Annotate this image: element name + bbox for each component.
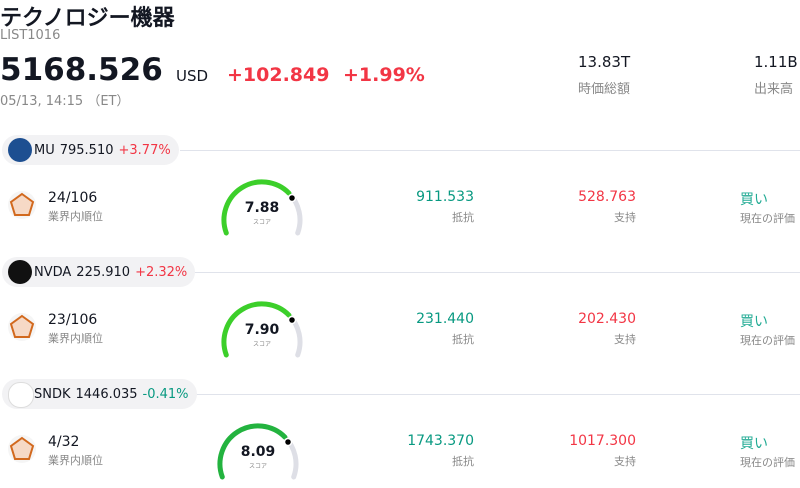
support: 1017.300 (569, 433, 636, 449)
score-label: スコア (248, 463, 267, 470)
price: 795.510 (59, 142, 114, 158)
rating-label: 現在の評価 (740, 212, 795, 225)
score-gauge (221, 179, 303, 236)
title: テクノロジー機器 (0, 6, 175, 31)
rating: 買い (740, 192, 768, 208)
support: 202.430 (578, 311, 636, 327)
resistance-label: 抵抗 (452, 333, 474, 346)
rank-label: 業界内順位 (48, 454, 103, 467)
divider (180, 394, 800, 395)
score: 7.90 (244, 322, 280, 338)
ticker: MU (34, 142, 55, 158)
logo (8, 138, 32, 162)
support-label: 支持 (614, 455, 636, 468)
rank-label: 業界内順位 (48, 210, 103, 223)
price: 1446.035 (75, 386, 138, 402)
time: 05/13, 14:15 （ET） (0, 94, 130, 109)
stock-pill[interactable]: MU 795.510 +3.77% (2, 135, 179, 165)
resistance: 911.533 (416, 189, 474, 205)
price: 5168.526 (0, 52, 163, 88)
rank-icon (8, 191, 36, 219)
change: +3.77% (118, 142, 171, 158)
score-gauge (221, 301, 303, 358)
logo (8, 382, 34, 408)
resistance: 231.440 (416, 311, 474, 327)
stat-value: 13.83T (578, 53, 631, 71)
score: 8.09 (240, 444, 276, 460)
stock-pill[interactable]: SNDK 1446.035 -0.41% (2, 379, 197, 409)
rank-icon (8, 435, 36, 463)
rating: 買い (740, 436, 768, 452)
rating-label: 現在の評価 (740, 456, 795, 469)
stock-pill[interactable]: NVDA 225.910 +2.32% (2, 257, 196, 287)
rank: 24/106 (48, 190, 98, 206)
stat-label: 出来高 (754, 82, 794, 97)
code: LIST1016 (0, 28, 61, 43)
rank-label: 業界内順位 (48, 332, 103, 345)
stat-value: 1.11B (754, 53, 798, 71)
support-label: 支持 (614, 211, 636, 224)
rank-icon (8, 313, 36, 341)
ticker: NVDA (34, 264, 72, 280)
resistance-label: 抵抗 (452, 211, 474, 224)
rating: 買い (740, 314, 768, 330)
divider (180, 150, 800, 151)
score-label: スコア (252, 219, 271, 226)
change: -0.41% (142, 386, 189, 402)
rating-label: 現在の評価 (740, 334, 795, 347)
currency: USD (176, 67, 209, 85)
change-pct: +1.99% (343, 64, 425, 86)
resistance-label: 抵抗 (452, 455, 474, 468)
support-label: 支持 (614, 333, 636, 346)
divider (180, 272, 800, 273)
stat-label: 時価総額 (578, 82, 631, 97)
rank: 23/106 (48, 312, 98, 328)
score: 7.88 (244, 200, 280, 216)
support: 528.763 (578, 189, 636, 205)
change: +102.849 (227, 64, 330, 86)
ticker: SNDK (34, 386, 71, 402)
logo (8, 260, 32, 284)
score-label: スコア (252, 341, 271, 348)
price: 225.910 (76, 264, 131, 280)
rank: 4/32 (48, 434, 80, 450)
score-gauge (217, 423, 299, 480)
change: +2.32% (135, 264, 188, 280)
resistance: 1743.370 (407, 433, 474, 449)
